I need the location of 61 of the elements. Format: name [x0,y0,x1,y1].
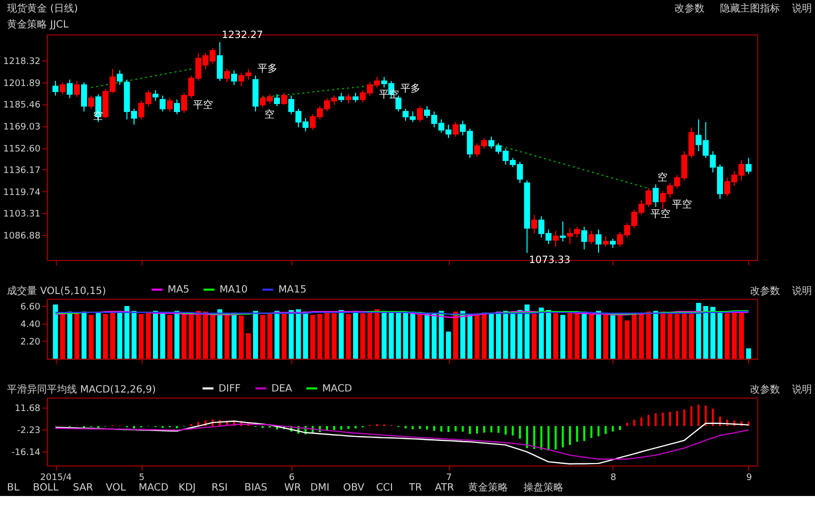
text: 平空 [672,200,692,211]
text: 平多 [258,64,278,75]
y-tick-label: 11.68 [14,404,41,414]
y-tick-label: 1185.46 [3,100,41,111]
chart-subtitle: 黄金策略 JJCL [6,18,69,31]
text: 改参数 [750,284,780,297]
legend-label: MA5 [168,284,190,296]
legend-label: MACD [322,383,352,394]
text: WR [284,482,302,494]
y-tick-label: 1103.31 [3,210,40,220]
y-tick-label: -2.23 [17,426,40,436]
text: TR [408,482,422,494]
x-tick-label: 7 [446,472,452,483]
text: 改参数 [750,384,780,396]
text: 空 [658,172,668,184]
x-tick-label: 5 [138,472,145,483]
text: SAR [72,482,94,494]
text: 说明 [792,384,812,396]
y-tick-label: 1119.74 [3,188,41,198]
legend-label: MA15 [278,284,306,296]
text: KDJ [178,482,196,494]
legend-label: DEA [271,383,292,394]
text: 隐藏主图指标 [720,2,780,15]
text: 说明 [792,2,812,15]
x-tick-label: 6 [288,472,295,483]
text: 改参数 [674,2,704,15]
y-tick-label: 2.20 [20,338,41,348]
text: 说明 [792,284,812,297]
text: 空 [264,109,275,120]
text: CCI [376,482,393,494]
y-tick-label: 1086.88 [3,231,41,242]
chart-title: 平滑异同平均线 MACD(12,26,9) [6,384,156,396]
text: 黄金策略 [468,481,508,494]
x-tick-label: 2015/4 [40,472,72,483]
text: 平多 [400,84,420,95]
y-tick-label: -16.14 [11,448,41,458]
y-tick-label: 1136.17 [3,166,40,176]
text: BL [6,482,20,494]
y-tick-label: 4.40 [20,320,41,330]
chart-title: 成交量 VOL(5,10,15) [6,284,106,297]
y-tick-label: 6.60 [20,302,41,313]
text: RSI [211,482,228,494]
y-tick-label: 1201.89 [3,78,41,89]
text: 平空 [193,100,214,112]
legend-label: MA10 [219,284,248,296]
x-tick-label: 8 [610,472,616,483]
text: BIAS [244,482,268,494]
x-tick-label: 9 [746,472,752,483]
y-tick-label: 1169.03 [3,122,40,132]
text: VOL [106,482,126,494]
text: ATR [434,482,454,494]
text: 平空 [650,208,671,220]
text: BOLL [32,482,59,494]
legend-label: DIFF [218,383,241,394]
text: DMI [310,482,330,494]
y-tick-label: 1152.60 [3,144,41,154]
text: 操盘策略 [524,481,564,494]
text: MACD [138,482,169,494]
chart-title: 现货黄金 (日线) [6,2,78,15]
y-tick-label: 1218.32 [3,57,40,68]
text: OBV [343,482,365,494]
